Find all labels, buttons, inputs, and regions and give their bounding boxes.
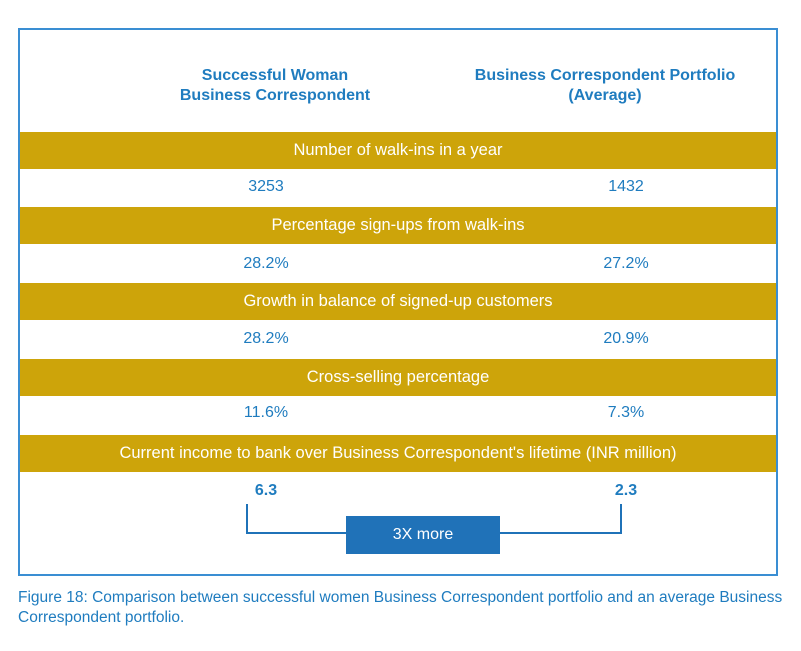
- column-header-successful-woman-bc: Successful Woman Business Correspondent: [160, 66, 390, 106]
- column-header-left-line1: Successful Woman: [201, 67, 349, 84]
- column-header-bc-portfolio-average: Business Correspondent Portfolio (Averag…: [440, 66, 770, 106]
- comparison-badge: 3X more: [346, 516, 500, 554]
- figure-frame: Successful Woman Business Correspondent …: [18, 28, 778, 576]
- metric-band-sign-ups: Percentage sign-ups from walk-ins: [20, 207, 776, 244]
- value-left-walk-ins: 3253: [248, 178, 284, 195]
- column-header-right-line2: (Average): [568, 87, 642, 104]
- value-left-cross-selling: 11.6%: [243, 404, 289, 421]
- value-left-sign-ups: 28.2%: [243, 255, 289, 272]
- value-left-lifetime-income: 6.3: [254, 482, 278, 499]
- value-right-cross-selling: 7.3%: [607, 404, 645, 421]
- value-left-growth-balance: 28.2%: [243, 330, 289, 347]
- metric-band-walk-ins: Number of walk-ins in a year: [20, 132, 776, 169]
- value-right-walk-ins: 1432: [608, 178, 644, 195]
- metric-band-cross-selling: Cross-selling percentage: [20, 359, 776, 396]
- column-header-left-line2: Business Correspondent: [179, 87, 371, 104]
- metric-band-lifetime-income: Current income to bank over Business Cor…: [20, 435, 776, 472]
- value-right-growth-balance: 20.9%: [603, 330, 649, 347]
- value-right-sign-ups: 27.2%: [603, 255, 649, 272]
- metric-band-growth-balance: Growth in balance of signed-up customers: [20, 283, 776, 320]
- figure-caption: Figure 18: Comparison between successful…: [18, 589, 783, 626]
- column-header-right-line1: Business Correspondent Portfolio: [474, 67, 736, 84]
- value-right-lifetime-income: 2.3: [614, 482, 638, 499]
